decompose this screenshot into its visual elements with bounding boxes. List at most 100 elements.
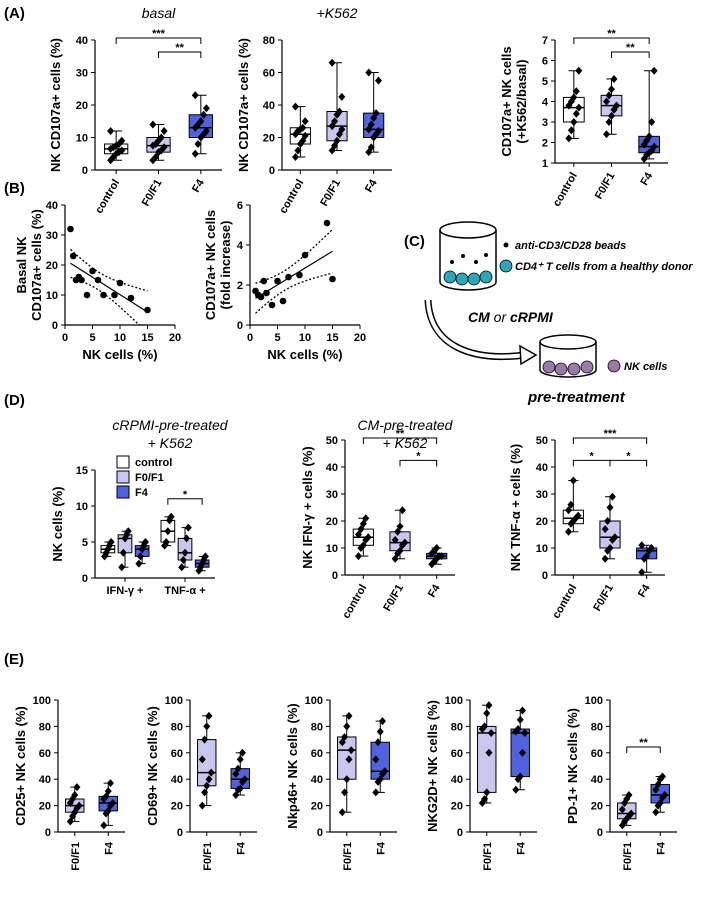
data-point	[338, 808, 346, 817]
data-point	[118, 563, 126, 572]
data-point	[119, 548, 127, 557]
panel-title: +K562	[317, 5, 358, 21]
x-tick-label: F0/F1	[140, 178, 165, 209]
y-tick-label: 100	[585, 695, 603, 707]
y-tick-label: 20	[46, 260, 58, 272]
legend-label: F4	[135, 487, 149, 499]
x-tick-label: 20	[354, 332, 366, 344]
data-point	[274, 277, 281, 285]
panel-label: (E)	[4, 651, 24, 668]
beads-label: anti-CD3/CD28 beads	[515, 240, 626, 252]
y-tick-label: 20	[39, 801, 51, 813]
y-axis-label: NK IFN-γ + cells (%)	[300, 446, 315, 568]
x-tick-label: control	[340, 583, 369, 621]
data-point	[645, 132, 653, 141]
significance-bracket	[362, 437, 438, 444]
significance-label: **	[626, 42, 635, 54]
y-axis-label: Basal NK	[14, 236, 29, 294]
data-point	[236, 755, 244, 764]
data-point	[648, 544, 656, 552]
significance-bracket	[399, 459, 438, 467]
y-tick-label: 20	[171, 801, 183, 813]
data-point	[75, 801, 83, 810]
x-tick-label: 0	[62, 332, 68, 344]
x-tick-label: F4	[190, 177, 207, 195]
data-point	[516, 772, 524, 781]
y-tick-label: 80	[171, 721, 183, 733]
data-point	[652, 808, 660, 817]
data-point	[396, 546, 404, 555]
x-tick-label: control	[550, 583, 579, 621]
data-point	[335, 107, 343, 116]
data-point	[347, 746, 355, 755]
data-point	[127, 294, 135, 302]
y-tick-label: 80	[311, 721, 323, 733]
significance-label: **	[607, 28, 616, 40]
data-point	[263, 289, 270, 297]
confidence-band	[70, 276, 148, 326]
data-point	[100, 291, 107, 299]
data-point	[329, 275, 336, 283]
x-tick-label: F0/F1	[342, 842, 354, 871]
y-axis-label: (+K562/basal)	[514, 59, 529, 143]
y-tick-label: 2	[542, 138, 548, 150]
y-tick-label: 20	[76, 100, 88, 112]
data-point	[564, 527, 572, 536]
y-tick-label: 20	[311, 801, 323, 813]
y-axis-label: NK CD107a+ cells (%)	[48, 38, 63, 172]
y-tick-label: 40	[76, 35, 88, 47]
significance-label: *	[416, 450, 421, 462]
x-tick-label: 20	[169, 332, 181, 344]
arrow-head	[519, 344, 538, 366]
data-point	[241, 775, 249, 784]
t-cell-key	[499, 259, 513, 273]
data-point	[268, 301, 276, 309]
y-tick-label: 20	[591, 801, 603, 813]
legend-swatch	[116, 455, 130, 469]
data-point	[521, 729, 529, 737]
data-point	[378, 717, 386, 726]
data-point	[141, 538, 149, 546]
y-tick-label: 80	[263, 35, 275, 47]
data-point	[643, 552, 651, 561]
data-point	[301, 131, 309, 140]
x-axis-label: NK cells (%)	[82, 347, 157, 362]
data-point	[162, 538, 170, 546]
data-point	[570, 93, 578, 102]
data-point	[338, 125, 346, 134]
data-point	[89, 267, 96, 275]
data-point	[179, 556, 187, 564]
data-point	[203, 781, 211, 790]
data-point	[514, 725, 522, 734]
data-point	[364, 533, 372, 542]
y-axis-label: PD-1+ NK cells (%)	[565, 708, 580, 824]
t-cells	[443, 270, 493, 286]
data-point	[608, 492, 616, 501]
y-tick-label: 100	[305, 695, 323, 707]
data-point	[78, 276, 85, 284]
y-tick-label: 100	[445, 695, 463, 707]
data-point	[569, 476, 577, 485]
data-point	[362, 514, 370, 523]
significance-bracket	[611, 51, 650, 58]
data-point	[604, 517, 612, 525]
data-point	[574, 511, 582, 520]
data-point	[201, 552, 209, 561]
data-point	[296, 271, 303, 279]
data-point	[301, 117, 309, 126]
data-point	[194, 140, 202, 148]
significance-label: *	[626, 450, 631, 462]
x-tick-label: control	[551, 171, 580, 209]
data-point	[357, 525, 365, 534]
y-tick-label: 5	[542, 76, 548, 88]
data-point	[104, 787, 112, 796]
panel-label: (D)	[4, 392, 25, 409]
data-point	[71, 791, 79, 800]
x-tick-label: F4	[636, 582, 653, 600]
data-point	[164, 527, 172, 536]
data-point	[345, 755, 353, 764]
data-point	[202, 127, 210, 135]
nk-cells	[542, 360, 594, 376]
y-tick-label: 0	[45, 827, 51, 839]
legend-swatch	[116, 470, 130, 484]
